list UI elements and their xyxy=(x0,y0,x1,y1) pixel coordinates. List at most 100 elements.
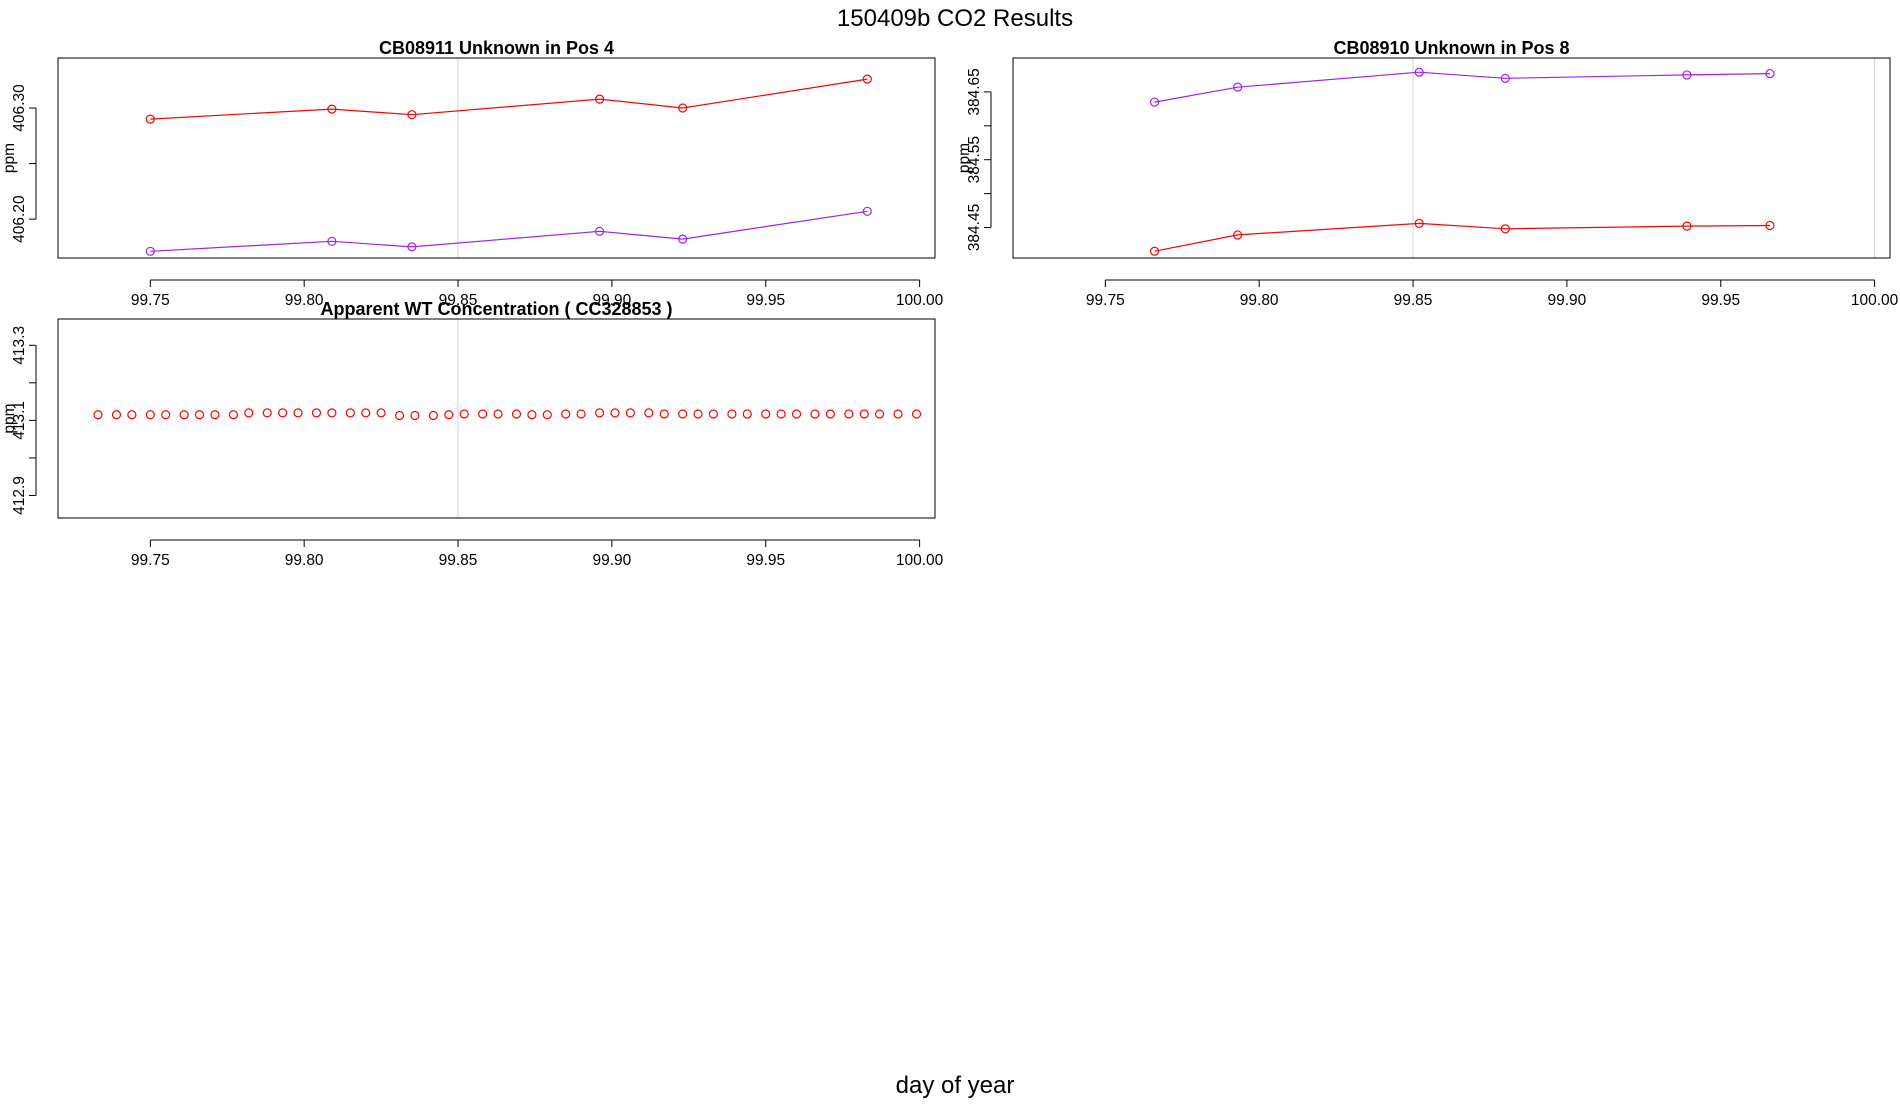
data-point xyxy=(825,409,835,419)
y-tick-label: 384.45 xyxy=(966,204,983,251)
figure-xlabel: day of year xyxy=(896,1072,1015,1099)
y-tick-label: 384.55 xyxy=(966,136,983,183)
data-point xyxy=(1682,221,1692,231)
data-point xyxy=(1414,67,1424,77)
data-point xyxy=(742,409,752,419)
data-point xyxy=(444,410,454,420)
data-point xyxy=(862,206,872,216)
data-point xyxy=(1414,218,1424,229)
y-tick-label: 413.3 xyxy=(11,326,28,365)
x-tick-label: 99.75 xyxy=(1086,292,1125,309)
data-point xyxy=(410,410,420,421)
x-tick-label: 100.00 xyxy=(896,292,944,309)
data-point xyxy=(1233,82,1243,92)
x-tick-label: 99.90 xyxy=(592,292,631,309)
data-point xyxy=(594,408,605,418)
data-point xyxy=(1500,73,1510,83)
data-point xyxy=(594,94,605,104)
data-point xyxy=(542,410,552,420)
data-point xyxy=(244,408,254,418)
data-point xyxy=(1149,97,1160,107)
data-point xyxy=(145,410,155,420)
data-point xyxy=(376,408,386,418)
x-tick-label: 99.90 xyxy=(1547,292,1586,309)
data-point xyxy=(859,409,869,419)
x-tick-label: 99.85 xyxy=(1394,292,1433,309)
data-point xyxy=(1149,246,1160,256)
data-point xyxy=(625,408,635,418)
data-point xyxy=(810,409,820,419)
data-point xyxy=(311,408,322,418)
plot-frame xyxy=(57,57,936,259)
y-axis-label: ppm xyxy=(1,403,18,433)
x-tick-label: 100.00 xyxy=(1851,292,1899,309)
data-point xyxy=(659,409,669,419)
data-point xyxy=(345,408,355,418)
data-point xyxy=(1765,68,1775,79)
chart-panel-1: CB08911 Unknown in Pos 4 ppm 99.75 99.80 99.… xyxy=(1,38,944,309)
series-line-1 xyxy=(150,78,868,120)
y-axis-label: ppm xyxy=(1,143,18,173)
data-point xyxy=(161,410,171,420)
data-point xyxy=(678,103,688,113)
data-point xyxy=(293,408,303,418)
data-point xyxy=(407,110,417,120)
data-point xyxy=(875,409,885,419)
x-tick-label: 99.80 xyxy=(285,552,324,569)
chart-panel-2: CB08910 Unknown in Pos 8 ppm 99.75 99.80 99.… xyxy=(956,38,1899,309)
data-point xyxy=(111,410,122,420)
data-point xyxy=(1682,70,1692,80)
x-tick-label: 99.95 xyxy=(746,552,785,569)
series-line-1 xyxy=(1154,71,1771,103)
x-tick-label: 99.75 xyxy=(131,552,170,569)
y-tick-label: 412.9 xyxy=(11,476,28,515)
data-point xyxy=(407,242,417,252)
data-point xyxy=(527,410,537,420)
data-point xyxy=(394,410,405,421)
panel-title: CB08911 Unknown in Pos 4 xyxy=(379,38,614,58)
data-point xyxy=(179,410,189,420)
data-point xyxy=(678,409,688,419)
data-point xyxy=(145,114,155,124)
data-point xyxy=(278,408,288,418)
y-tick-label: 406.30 xyxy=(11,84,28,132)
data-point xyxy=(194,410,205,420)
x-tick-label: 99.95 xyxy=(1701,292,1740,309)
data-point xyxy=(678,234,688,244)
series-line-2 xyxy=(1154,222,1771,252)
data-point xyxy=(693,409,703,419)
data-point xyxy=(776,409,786,419)
x-tick-label: 99.90 xyxy=(592,552,631,569)
data-point xyxy=(791,409,802,419)
panel-title: CB08910 Unknown in Pos 8 xyxy=(1333,38,1569,58)
x-tick-label: 99.80 xyxy=(1240,292,1279,309)
data-point xyxy=(893,409,903,419)
data-point xyxy=(361,408,371,418)
data-point xyxy=(511,409,522,419)
data-point xyxy=(493,409,503,419)
data-point xyxy=(561,409,571,419)
x-tick-label: 99.80 xyxy=(285,292,324,309)
data-point xyxy=(1765,220,1775,231)
data-point xyxy=(761,409,771,419)
data-point xyxy=(127,410,137,420)
data-point xyxy=(459,409,469,419)
data-point xyxy=(327,104,337,114)
data-point xyxy=(210,410,220,420)
data-point xyxy=(862,74,872,84)
data-point xyxy=(262,408,272,418)
y-tick-label: 384.65 xyxy=(966,68,983,115)
data-point xyxy=(727,409,737,419)
x-tick-label: 99.95 xyxy=(746,292,785,309)
x-tick-label: 99.85 xyxy=(439,552,478,569)
data-point xyxy=(478,409,488,419)
data-point xyxy=(576,409,586,419)
data-point xyxy=(610,408,620,418)
data-point xyxy=(644,408,654,418)
x-tick-label: 100.00 xyxy=(896,552,944,569)
series-line-2 xyxy=(150,210,868,252)
data-point xyxy=(594,226,605,236)
data-point xyxy=(228,410,238,420)
